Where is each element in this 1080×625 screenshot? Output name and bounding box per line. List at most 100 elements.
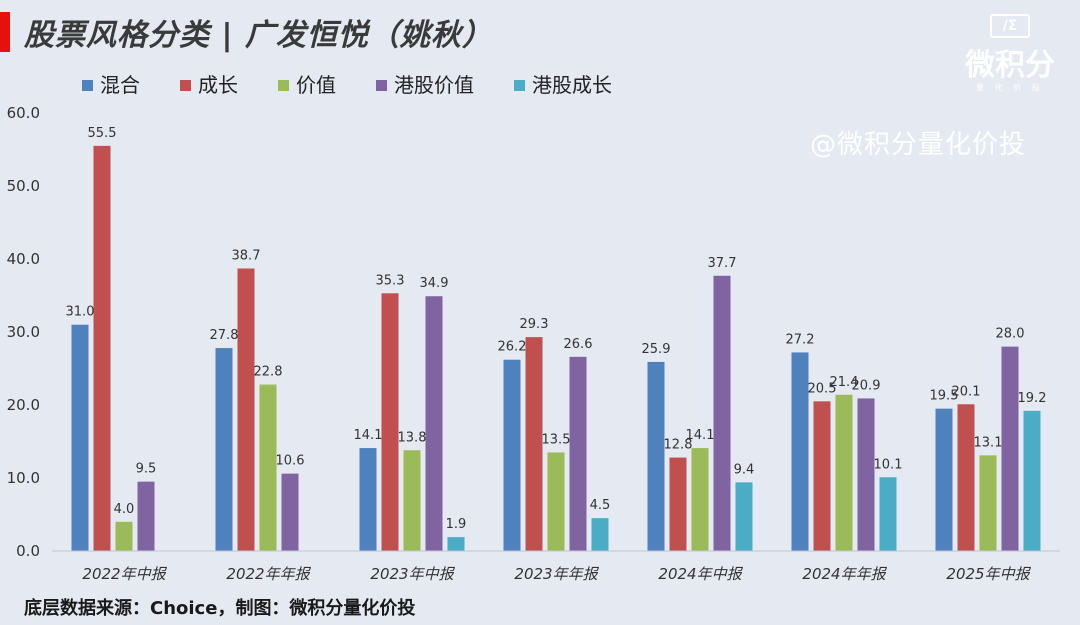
bar <box>137 481 155 551</box>
y-axis: 0.0 10.0 20.0 30.0 40.0 50.0 60.0 <box>7 104 40 560</box>
data-label: 27.8 <box>210 328 239 343</box>
bar <box>115 521 133 551</box>
data-label: 21.4 <box>830 375 859 390</box>
bar <box>447 537 465 551</box>
bar <box>359 448 377 551</box>
data-label: 29.3 <box>520 317 549 332</box>
bar <box>735 482 753 551</box>
bar <box>1001 346 1019 551</box>
bar <box>259 384 277 551</box>
chart-legend: 混合 成长 价值 港股价值 港股成长 <box>82 73 612 97</box>
bar <box>935 408 953 551</box>
legend-label: 港股成长 <box>532 73 612 97</box>
data-label: 35.3 <box>376 273 405 288</box>
legend-swatch <box>82 80 93 91</box>
data-label: 55.5 <box>88 126 117 141</box>
logo-subtitle: 量 化 价 投 <box>976 83 1044 92</box>
bar <box>525 337 543 551</box>
data-label: 4.5 <box>590 498 611 513</box>
data-label: 20.5 <box>808 381 837 396</box>
bar <box>957 404 975 551</box>
legend-label: 价值 <box>296 73 336 97</box>
brand-logo: /Σ 微积分 量 化 价 投 <box>950 14 1070 94</box>
data-label: 13.1 <box>974 435 1003 450</box>
data-label: 14.1 <box>686 428 715 443</box>
data-label: 22.8 <box>254 365 283 380</box>
bar <box>647 361 665 551</box>
y-tick-label: 30.0 <box>7 323 40 341</box>
legend-swatch <box>514 80 525 91</box>
bar <box>791 352 809 551</box>
y-tick-label: 60.0 <box>7 104 40 122</box>
x-tick-label: 2024年中报 <box>658 565 743 583</box>
legend-label: 成长 <box>198 73 238 97</box>
bar <box>857 398 875 551</box>
source-note: 底层数据来源：Choice，制图：微积分量化价投 <box>24 598 416 619</box>
bar <box>1023 410 1041 551</box>
data-label: 12.8 <box>664 438 693 453</box>
legend-label: 混合 <box>100 73 140 97</box>
data-label: 13.5 <box>542 432 571 447</box>
bar <box>669 457 687 551</box>
data-label: 25.9 <box>642 342 671 357</box>
data-label: 19.5 <box>930 389 959 404</box>
data-label: 31.0 <box>66 305 95 320</box>
data-label: 1.9 <box>446 517 467 532</box>
legend-swatch <box>376 80 387 91</box>
y-tick-label: 50.0 <box>7 177 40 195</box>
title-bar: 股票风格分类 | 广发恒悦（姚秋） <box>0 0 1080 60</box>
x-tick-label: 2022年中报 <box>82 565 167 583</box>
y-tick-label: 0.0 <box>16 542 40 560</box>
data-label: 26.6 <box>564 337 593 352</box>
x-tick-label: 2025年中报 <box>946 565 1031 583</box>
data-label: 20.9 <box>852 378 881 393</box>
x-tick-label: 2024年年报 <box>802 565 887 583</box>
bar <box>835 394 853 551</box>
bar <box>93 145 111 551</box>
legend-label: 港股价值 <box>394 73 474 97</box>
bar <box>71 324 89 551</box>
data-label: 28.0 <box>996 327 1025 342</box>
x-tick-label: 2023年中报 <box>370 565 455 583</box>
chart-bars <box>71 145 1041 551</box>
data-label: 19.2 <box>1018 391 1047 406</box>
data-label: 13.8 <box>398 430 427 445</box>
chart-title: 股票风格分类 | 广发恒悦（姚秋） <box>24 18 493 53</box>
bar <box>237 268 255 551</box>
x-axis: 2022年中报 2022年年报 2023年中报 2023年年报 2024年中报 2024年… <box>52 550 1060 583</box>
data-label: 27.2 <box>786 332 815 347</box>
bar <box>503 359 521 551</box>
data-label: 20.1 <box>952 384 981 399</box>
data-label: 34.9 <box>420 276 449 291</box>
y-tick-label: 20.0 <box>7 396 40 414</box>
bar <box>381 293 399 551</box>
data-label: 10.1 <box>874 457 903 472</box>
legend-swatch <box>180 80 191 91</box>
bar <box>813 401 831 551</box>
data-label: 10.6 <box>276 454 305 469</box>
logo-mark-icon: /Σ <box>990 14 1030 38</box>
data-label: 38.7 <box>232 248 261 263</box>
bar <box>569 356 587 551</box>
data-label: 4.0 <box>114 502 135 517</box>
title-accent-bar <box>0 12 10 52</box>
bar <box>403 450 421 551</box>
data-label: 9.4 <box>734 462 755 477</box>
data-label: 9.5 <box>136 462 157 477</box>
bar <box>979 455 997 551</box>
value-labels: 31.0 55.5 4.0 9.5 27.8 38.7 22.8 10.6 14.1 35.3 13… <box>66 126 1047 532</box>
bar <box>713 275 731 551</box>
data-label: 26.2 <box>498 340 527 355</box>
bar <box>281 473 299 551</box>
bar <box>691 448 709 551</box>
watermark-text: @微积分量化价投 <box>810 130 1027 160</box>
bar <box>591 518 609 551</box>
data-label: 14.1 <box>354 428 383 443</box>
y-tick-label: 10.0 <box>7 469 40 487</box>
bar <box>547 452 565 551</box>
data-label: 37.7 <box>708 256 737 271</box>
x-tick-label: 2022年年报 <box>226 565 311 583</box>
logo-name: 微积分 <box>965 48 1055 83</box>
bar <box>425 296 443 551</box>
